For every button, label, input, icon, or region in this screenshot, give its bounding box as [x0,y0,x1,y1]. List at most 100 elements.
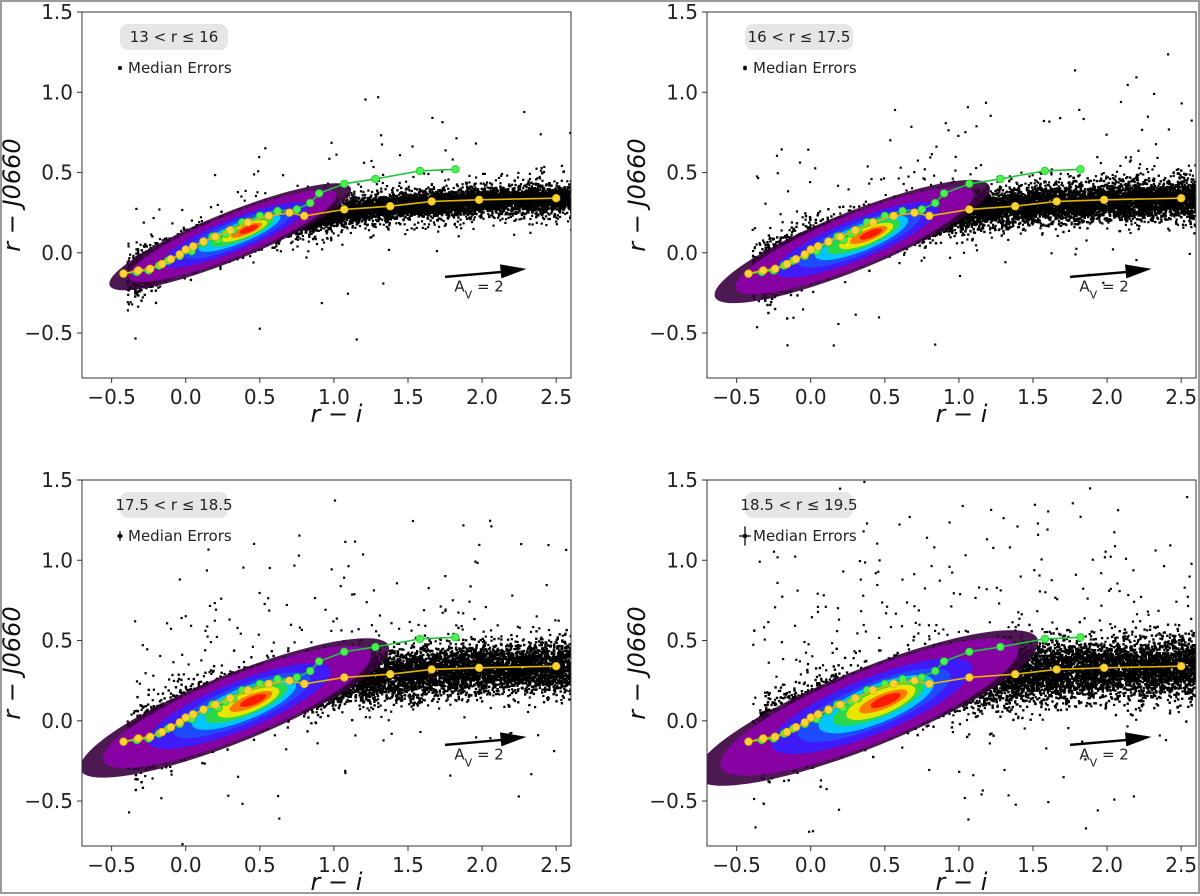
scatter-point [219,268,221,270]
locus-point [427,214,429,216]
scatter-point [431,184,433,186]
scatter-point [158,208,160,210]
scatter-point [498,214,500,216]
scatter-point [404,233,406,235]
scatter-point [405,216,407,218]
scatter-point [381,143,383,145]
scatter-point [411,190,413,192]
scatter-point [237,191,239,193]
locus-point [530,182,532,184]
scatter-point [201,220,203,222]
locus-point [447,188,449,190]
scatter-point [368,229,370,231]
scatter-point [328,158,330,160]
scatter-point [258,156,260,158]
scatter-point [406,229,408,231]
locus-point [409,194,411,196]
scatter-point [421,220,423,222]
scatter-point [214,174,216,176]
scatter-point [463,222,465,224]
scatter-point [416,227,418,229]
scatter-point [382,282,384,284]
scatter-point [445,149,447,151]
scatter-point [297,239,299,241]
scatter-point [532,223,534,225]
locus-point [557,214,559,216]
locus-point [155,289,157,291]
scatter-point [312,238,314,240]
scatter-point [341,229,343,231]
scatter-point [433,186,435,188]
scatter-point [441,171,443,173]
scatter-point [497,217,499,219]
scatter-point [159,238,161,240]
scatter-point [405,188,407,190]
scatter-point [379,223,381,225]
scatter-point [414,224,416,226]
scatter-point [456,226,458,228]
locus-point [548,184,550,186]
scatter-point [537,214,539,216]
scatter-point [432,217,434,219]
scatter-point [431,188,433,190]
scatter-point [480,182,482,184]
scatter-point [326,229,328,231]
scatter-point [321,248,323,250]
scatter-point [540,170,542,172]
scatter-point [252,261,254,263]
scatter-point [427,226,429,228]
scatter-point [371,191,373,193]
scatter-point [346,226,348,228]
scatter-point [559,216,561,218]
scatter-point [541,223,543,225]
scatter-point [249,255,251,257]
scatter-point [545,224,547,226]
locus-point [521,214,523,216]
scatter-point [563,170,565,172]
scatter-point [486,186,488,188]
scatter-point [536,177,538,179]
scatter-point [549,218,551,220]
scatter-point [210,206,212,208]
scatter-point [522,187,524,189]
scatter-point [557,218,559,220]
scatter-point [517,172,519,174]
scatter-point [471,221,473,223]
scatter-point [475,176,477,178]
scatter-point [292,249,294,251]
scatter-point [526,183,528,185]
scatter-point [132,255,134,257]
scatter-point [350,192,352,194]
scatter-point [244,200,246,202]
scatter-point [528,180,530,182]
scatter-point [411,227,413,229]
scatter-point [531,215,533,217]
scatter-point [308,236,310,238]
scatter-point [302,238,304,240]
scatter-point [257,170,259,172]
scatter-point [438,226,440,228]
scatter-point [431,117,433,119]
scatter-point [468,175,470,177]
scatter-point [500,175,502,177]
scatter-point [326,237,328,239]
scatter-point [337,234,339,236]
scatter-point [398,185,400,187]
scatter-point [553,180,555,182]
scatter-point [414,188,416,190]
scatter-point [473,184,475,186]
scatter-point [360,190,362,192]
scatter-point [389,222,391,224]
scatter-point [444,225,446,227]
scatter-point [486,181,488,183]
scatter-point [127,309,129,311]
scatter-point [307,250,309,252]
locus-point [512,212,514,214]
scatter-point [427,173,429,175]
scatter-point [539,177,541,179]
scatter-point [371,223,373,225]
scatter-point [422,227,424,229]
scatter-point [259,328,261,330]
